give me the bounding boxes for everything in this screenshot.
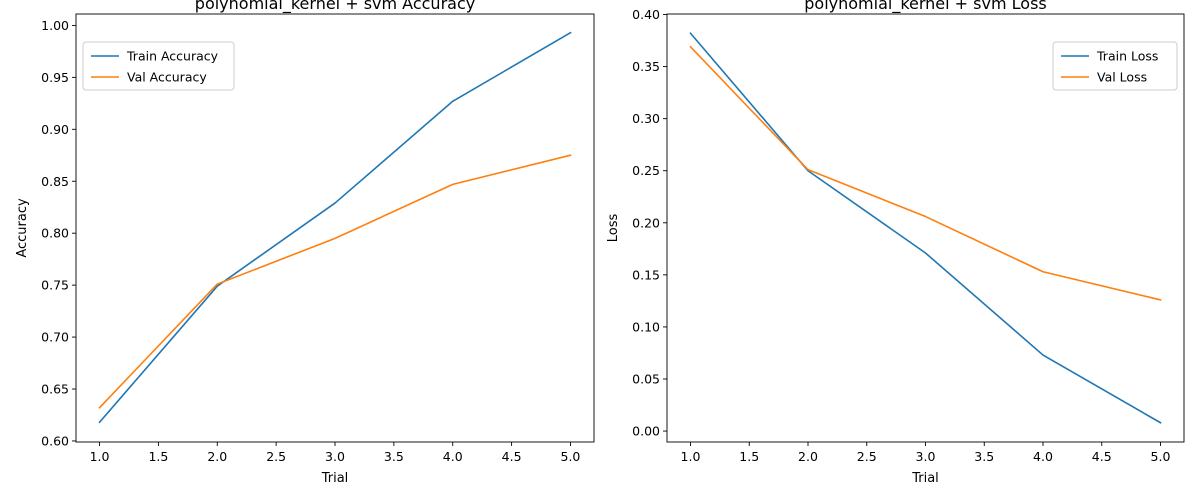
- series-line-val-loss: [689, 45, 1162, 301]
- y-tick-label: 0.75: [41, 278, 69, 293]
- legend: Train Accuracy Val Accuracy: [82, 41, 235, 91]
- x-tick-label: 3.0: [916, 449, 936, 464]
- chart-0: polynomial_kernel + svm Accuracy 1.0 1.5 2.…: [15, 0, 595, 486]
- x-tick-label: 1.5: [148, 449, 168, 464]
- x-tick-label: 4.0: [443, 449, 463, 464]
- y-tick-label: 0.30: [632, 111, 660, 126]
- x-tick-label: 2.5: [266, 449, 286, 464]
- x-tick-label: 3.0: [325, 449, 345, 464]
- legend-box: [82, 41, 235, 91]
- chart-title: polynomial_kernel + svm Accuracy: [195, 0, 475, 14]
- y-tick-label: 0.90: [41, 122, 69, 137]
- x-tick-label: 4.5: [1092, 449, 1112, 464]
- legend-label: Val Loss: [1097, 70, 1147, 85]
- y-tick-label: 0.15: [632, 267, 660, 282]
- x-tick-label: 5.0: [561, 449, 581, 464]
- y-axis-label: Loss: [606, 214, 621, 243]
- x-tick-label: 3.5: [384, 449, 404, 464]
- y-tick-label: 0.00: [632, 424, 660, 439]
- plot-frame: [666, 13, 1185, 443]
- x-tick-label: 1.0: [681, 449, 701, 464]
- x-tick-label: 1.0: [90, 449, 110, 464]
- series-line-train-accuracy: [98, 31, 572, 424]
- y-tick-label: 1.00: [41, 18, 69, 33]
- x-tick-label: 5.0: [1151, 449, 1171, 464]
- y-tick-label: 0.20: [632, 215, 660, 230]
- series-line-val-accuracy: [98, 154, 572, 409]
- legend-label: Train Loss: [1096, 49, 1158, 64]
- y-tick-label: 0.10: [632, 319, 660, 334]
- y-tick-label: 0.40: [632, 7, 660, 22]
- y-tick-label: 0.25: [632, 163, 660, 178]
- y-axis-label: Accuracy: [15, 198, 30, 258]
- x-tick-label: 2.5: [857, 449, 877, 464]
- x-tick-label: 3.5: [974, 449, 994, 464]
- y-tick-label: 0.80: [41, 226, 69, 241]
- x-axis-label: Trial: [321, 471, 349, 486]
- x-tick-label: 2.0: [207, 449, 227, 464]
- y-tick-label: 0.60: [41, 433, 69, 448]
- x-axis-label: Trial: [911, 471, 939, 486]
- x-tick-label: 4.5: [502, 449, 522, 464]
- series-line-train-loss: [689, 32, 1162, 424]
- y-tick-label: 0.95: [41, 70, 69, 85]
- chart-title: polynomial_kernel + svm Loss: [804, 0, 1046, 14]
- x-tick-label: 2.0: [798, 449, 818, 464]
- legend: Train Loss Val Loss: [1052, 41, 1178, 91]
- plot-frame: [75, 13, 595, 443]
- legend-box: [1052, 41, 1178, 91]
- y-tick-label: 0.65: [41, 382, 69, 397]
- x-tick-label: 1.5: [739, 449, 759, 464]
- x-tick-label: 4.0: [1033, 449, 1053, 464]
- y-tick-label: 0.05: [632, 371, 660, 386]
- y-tick-label: 0.35: [632, 59, 660, 74]
- y-tick-label: 0.85: [41, 174, 69, 189]
- chart-1: polynomial_kernel + svm Loss 1.0 1.5 2.0 2.5…: [606, 0, 1185, 486]
- legend-label: Val Accuracy: [127, 70, 207, 85]
- legend-label: Train Accuracy: [126, 49, 219, 64]
- y-tick-label: 0.70: [41, 330, 69, 345]
